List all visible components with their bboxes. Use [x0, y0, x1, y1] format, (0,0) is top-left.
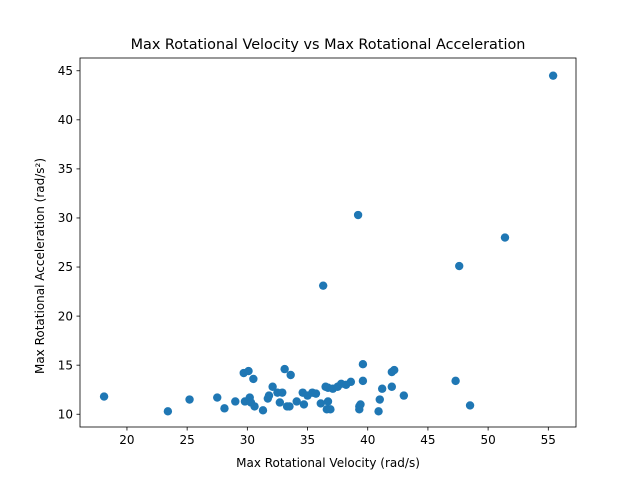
data-point	[323, 397, 333, 406]
x-tick-label: 35	[300, 433, 315, 447]
data-point	[500, 233, 510, 242]
data-point	[280, 364, 289, 374]
x-tick-label: 30	[240, 433, 255, 447]
data-point	[268, 382, 277, 391]
data-point	[231, 397, 240, 406]
data-point	[358, 359, 368, 369]
x-tick-label: 40	[360, 433, 375, 447]
data-point	[346, 377, 356, 387]
data-point	[311, 389, 321, 398]
y-tick-label: 25	[58, 260, 73, 274]
data-point	[374, 407, 383, 416]
data-point	[326, 405, 335, 414]
data-point	[318, 281, 328, 290]
x-axis-label: Max Rotational Velocity (rad/s)	[236, 456, 420, 470]
x-tick-label: 25	[180, 433, 195, 447]
data-point	[451, 376, 460, 386]
data-point	[220, 404, 229, 413]
data-point	[275, 398, 285, 407]
data-point	[377, 384, 387, 393]
data-point	[358, 376, 368, 386]
data-point	[99, 392, 109, 401]
data-point	[278, 388, 287, 397]
axes-frame	[79, 57, 577, 428]
data-point	[185, 395, 194, 404]
data-point	[213, 393, 222, 402]
y-tick-label: 30	[58, 211, 73, 225]
data-point	[163, 407, 173, 416]
x-tick-label: 50	[480, 433, 495, 447]
data-point	[455, 261, 464, 271]
y-tick-label: 10	[58, 407, 73, 421]
x-tick-label: 45	[420, 433, 435, 447]
data-point	[249, 374, 258, 384]
data-point	[387, 382, 397, 391]
data-point	[285, 402, 294, 411]
plot-area-border	[79, 57, 577, 428]
y-axis-label: Max Rotational Acceleration (rad/s²)	[33, 158, 47, 374]
data-point	[244, 366, 253, 376]
data-point	[399, 391, 409, 400]
data-point	[465, 401, 475, 410]
y-tick-label: 35	[58, 162, 73, 176]
y-tick-label: 45	[58, 64, 73, 78]
data-point	[292, 397, 301, 406]
x-tick-label: 20	[119, 433, 134, 447]
data-point	[286, 370, 295, 380]
data-point	[316, 399, 325, 408]
data-point	[390, 365, 399, 375]
y-tick-label: 20	[58, 309, 73, 323]
chart-title: Max Rotational Velocity vs Max Rotationa…	[131, 37, 526, 53]
data-point	[548, 71, 558, 80]
data-point	[353, 210, 363, 220]
y-tick-label: 15	[58, 358, 73, 372]
data-point	[264, 391, 274, 400]
data-point	[375, 395, 384, 404]
x-tick-label: 55	[541, 433, 556, 447]
data-point	[299, 400, 309, 409]
data-point	[258, 406, 268, 415]
data-point	[250, 402, 259, 411]
axis-ticks: 20 25 30 35 40 45 50 55 10 15 20 25 30 35 40 45	[58, 64, 556, 447]
y-tick-label: 40	[58, 113, 73, 127]
data-point	[356, 400, 365, 409]
plot-marks	[99, 71, 558, 416]
